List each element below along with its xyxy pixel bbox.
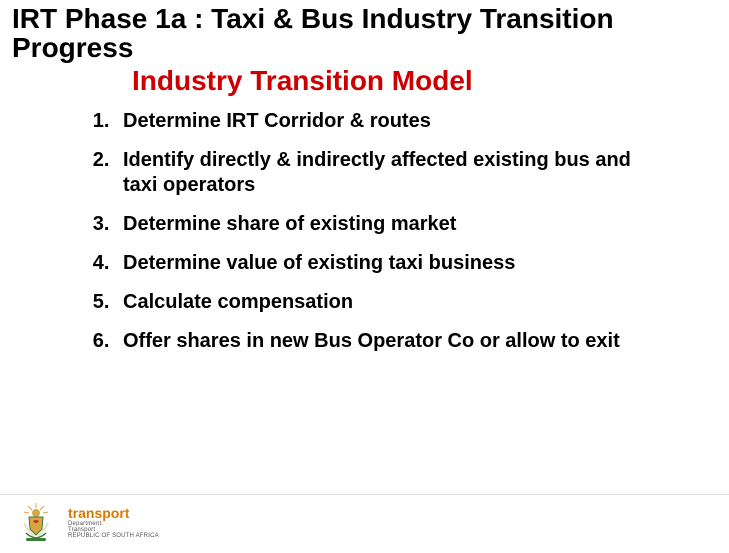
department-block: transport Department: Transport REPUBLIC… xyxy=(68,506,159,540)
dept-line: REPUBLIC OF SOUTH AFRICA xyxy=(68,533,159,539)
list-item: Determine IRT Corridor & routes xyxy=(115,109,669,134)
coat-of-arms-icon xyxy=(14,503,58,543)
slide-title: IRT Phase 1a : Taxi & Bus Industry Trans… xyxy=(0,0,729,63)
transition-steps-list: Determine IRT Corridor & routes Identify… xyxy=(0,109,729,354)
footer: transport Department: Transport REPUBLIC… xyxy=(0,494,729,553)
list-item: Identify directly & indirectly affected … xyxy=(115,148,669,198)
list-item: Calculate compensation xyxy=(115,290,669,315)
list-item: Determine value of existing taxi busines… xyxy=(115,251,669,276)
brand-name: transport xyxy=(68,506,159,521)
slide-subtitle: Industry Transition Model xyxy=(0,63,729,109)
list-item: Determine share of existing market xyxy=(115,212,669,237)
list-item: Offer shares in new Bus Operator Co or a… xyxy=(115,329,669,354)
